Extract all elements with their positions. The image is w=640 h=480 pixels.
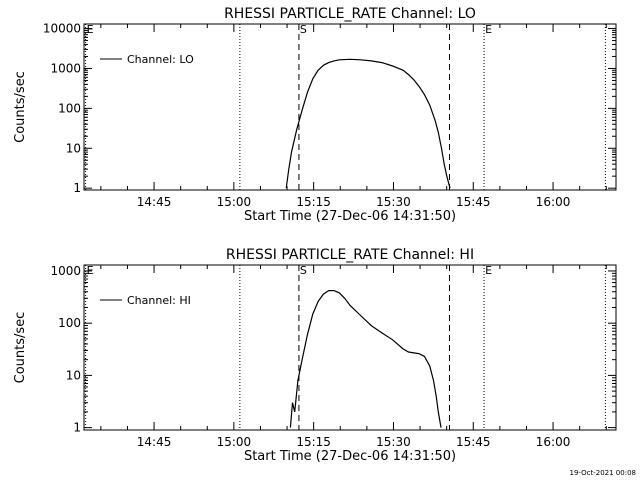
panel-top-x-tick-label-2: 15:15 xyxy=(296,195,331,209)
panel-bottom-x-axis-label: Start Time (27-Dec-06 14:31:50) xyxy=(244,449,456,464)
panel-top-y-axis-label: Counts/sec xyxy=(13,71,28,143)
panel-top-plot-frame xyxy=(83,23,617,191)
panel-bottom-y-tick-label-2: 100 xyxy=(58,316,81,330)
panel-bottom-legend-label: Channel: HI xyxy=(127,294,191,307)
panel-bottom-marker-label-2: E xyxy=(485,264,492,277)
panel-bottom-x-tick-label-0: 14:45 xyxy=(137,435,172,449)
panel-top-marker-label-1: S xyxy=(300,23,307,36)
panel-bottom-x-tick-label-5: 16:00 xyxy=(536,435,571,449)
panel-bottom-x-tick-label-2: 15:15 xyxy=(296,435,331,449)
panel-bottom-x-tick-label-4: 15:45 xyxy=(456,435,491,449)
panel-bottom-x-tick-label-1: 15:00 xyxy=(217,435,252,449)
panel-bottom-y-tick-label-1: 10 xyxy=(66,368,81,382)
panel-bottom-y-axis-label: Counts/sec xyxy=(13,312,28,384)
panel-bottom-chart-title: RHESSI PARTICLE_RATE Channel: HI xyxy=(226,247,474,263)
panel-top-legend-label: Channel: LO xyxy=(127,53,194,66)
panel-top-chart-title: RHESSI PARTICLE_RATE Channel: LO xyxy=(224,6,476,22)
panel-top-y-tick-label-0: 1 xyxy=(73,181,81,195)
panel-top-series-line-0 xyxy=(285,58,451,189)
panel-bottom-x-tick-label-3: 15:30 xyxy=(376,435,411,449)
panel-top-x-tick-label-5: 16:00 xyxy=(536,195,571,209)
panel-bottom-series-line-0 xyxy=(289,290,442,428)
panel-bottom-y-tick-label-3: 1000 xyxy=(50,264,81,278)
panel-top-x-axis-label: Start Time (27-Dec-06 14:31:50) xyxy=(244,209,456,224)
panel-top-y-tick-label-2: 100 xyxy=(58,101,81,115)
panel-top-x-tick-label-4: 15:45 xyxy=(456,195,491,209)
panel-top-x-tick-label-1: 15:00 xyxy=(217,195,252,209)
panel-bottom-marker-label-1: S xyxy=(300,264,307,277)
panel-top-x-tick-label-0: 14:45 xyxy=(137,195,172,209)
panel-top-y-tick-label-3: 1000 xyxy=(50,61,81,75)
panel-top-y-tick-label-1: 10 xyxy=(66,141,81,155)
panel-top-marker-label-2: E xyxy=(485,23,492,36)
panel-top-x-tick-label-3: 15:30 xyxy=(376,195,411,209)
panel-top-marker-label-0: E xyxy=(87,23,94,36)
plot-timestamp: 19-Oct-2021 00:08 xyxy=(569,469,636,477)
panel-top-y-tick-label-4: 10000 xyxy=(43,22,81,36)
panel-bottom-plot-frame xyxy=(83,264,617,431)
panel-bottom-y-tick-label-0: 1 xyxy=(73,421,81,435)
